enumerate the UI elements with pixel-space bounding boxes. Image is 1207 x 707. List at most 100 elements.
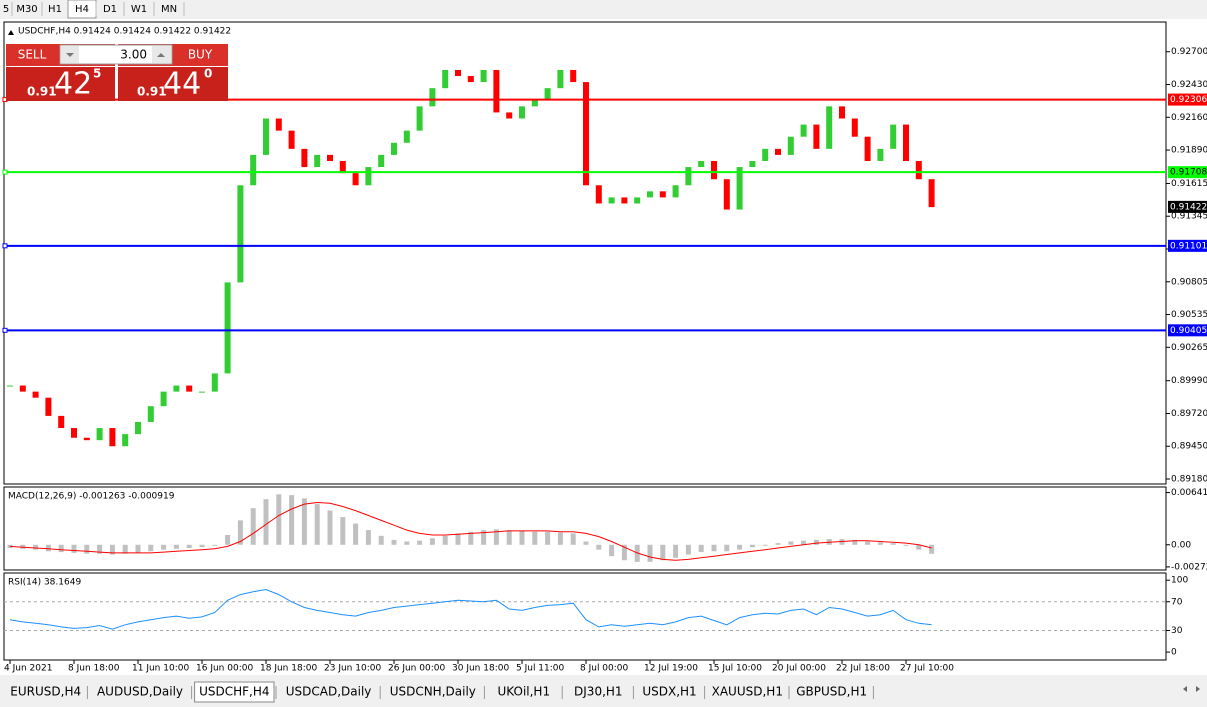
tab-label[interactable]: USDCNH,Daily xyxy=(390,685,476,699)
candle xyxy=(685,167,692,186)
timeframe[interactable]: 5 xyxy=(3,4,9,15)
tab[interactable] xyxy=(383,684,483,701)
candle xyxy=(442,69,449,89)
timeframe[interactable]: H1 xyxy=(48,4,62,15)
candle xyxy=(736,167,743,210)
tab[interactable] xyxy=(90,684,190,701)
tab-active[interactable] xyxy=(194,681,275,703)
macd-bar xyxy=(276,494,282,545)
candle xyxy=(467,76,474,83)
macd-bar xyxy=(852,539,858,545)
y-tick-label: 0.006413 xyxy=(1171,488,1207,498)
timeframe[interactable]: H4 xyxy=(75,4,89,15)
y-tick-label: 0.89990 xyxy=(1171,376,1207,386)
macd-bar xyxy=(378,535,384,545)
tab[interactable] xyxy=(6,684,86,701)
candle xyxy=(71,428,77,438)
tab-label[interactable]: XAUUSD,H1 xyxy=(712,685,783,699)
y-tick-label: 0.92430 xyxy=(1171,80,1207,90)
tab[interactable] xyxy=(487,684,561,701)
x-tick-label: 15 Jul 10:00 xyxy=(708,664,762,674)
tab[interactable] xyxy=(279,684,379,701)
volume-box[interactable] xyxy=(59,44,173,65)
tab[interactable] xyxy=(565,684,632,701)
macd-bar xyxy=(327,510,333,545)
candle xyxy=(58,415,65,429)
timeframe[interactable]: MN xyxy=(161,4,177,15)
candle xyxy=(659,191,666,198)
rsi-line xyxy=(9,588,932,630)
tab-label[interactable]: DJ30,H1 xyxy=(574,685,623,699)
tab-label[interactable]: UKOil,H1 xyxy=(498,685,551,699)
up-arrow xyxy=(157,53,165,57)
candle xyxy=(122,434,129,447)
y-tick-label: 30 xyxy=(1171,626,1183,636)
tab[interactable] xyxy=(707,684,787,701)
macd-bar xyxy=(737,544,743,550)
x-tick-label: 8 Jul 00:00 xyxy=(580,664,629,674)
macd-bar xyxy=(481,530,487,545)
level-label: 0.90405 xyxy=(1170,326,1207,336)
tab-label[interactable]: USDCAD,Daily xyxy=(286,685,372,699)
candle xyxy=(749,160,756,168)
x-tick-label: 20 Jul 00:00 xyxy=(772,664,826,674)
candle xyxy=(288,130,295,149)
tab-label[interactable]: AUDUSD,Daily xyxy=(97,685,183,699)
sell-label: SELL xyxy=(18,48,47,62)
macd-bar xyxy=(173,544,179,549)
macd-bar xyxy=(314,504,320,545)
candle xyxy=(647,191,653,198)
buy-label: BUY xyxy=(188,48,213,62)
candle xyxy=(19,385,26,392)
tab-label[interactable]: USDX,H1 xyxy=(642,685,696,699)
x-tick-label: 8 Jun 18:00 xyxy=(68,664,120,674)
macd-bar xyxy=(583,541,589,545)
candle xyxy=(723,179,730,210)
y-tick-label: 0.89720 xyxy=(1171,409,1207,419)
timeframe[interactable]: W1 xyxy=(131,4,147,15)
macd-bar xyxy=(301,498,307,545)
tab-label[interactable]: EURUSD,H4 xyxy=(10,685,81,699)
ask-box[interactable] xyxy=(118,67,228,101)
macd-bar xyxy=(545,531,551,545)
ask-big: 44 xyxy=(163,67,201,102)
macd-bar xyxy=(417,540,423,545)
candle xyxy=(275,118,282,131)
tab[interactable] xyxy=(636,684,703,701)
candle xyxy=(160,391,167,407)
tab-label[interactable]: USDCHF,H4 xyxy=(199,685,269,699)
tab-label[interactable]: GBPUSD,H1 xyxy=(796,685,867,699)
candle xyxy=(263,118,269,155)
macd-bar xyxy=(161,544,167,550)
macd-bar xyxy=(762,544,768,546)
macd-bar xyxy=(698,544,704,553)
timeframe[interactable]: D1 xyxy=(103,4,117,15)
macd-bar xyxy=(250,508,256,545)
candle xyxy=(672,185,679,198)
candle xyxy=(634,197,641,204)
candle xyxy=(199,391,205,393)
x-tick-label: 16 Jun 00:00 xyxy=(196,664,253,674)
timeframe[interactable]: M30 xyxy=(16,4,37,15)
panel-frame xyxy=(3,486,1167,571)
macd-bar xyxy=(609,544,615,557)
tab[interactable] xyxy=(792,684,872,701)
candle xyxy=(391,142,397,155)
macd-bar xyxy=(237,520,243,545)
candle xyxy=(403,130,410,143)
candle xyxy=(352,173,359,186)
y-tick-label: 70 xyxy=(1171,597,1183,607)
candle xyxy=(557,69,564,89)
panel-title: RSI(14) 38.1649 xyxy=(8,578,81,588)
candle xyxy=(903,124,909,161)
level-handle xyxy=(2,327,8,333)
y-tick-label: 0.90535 xyxy=(1171,310,1207,320)
candle xyxy=(455,69,461,77)
candle xyxy=(711,160,717,180)
candle xyxy=(570,69,577,83)
x-tick-label: 12 Jul 19:00 xyxy=(644,664,698,674)
macd-bar xyxy=(570,533,576,545)
bid-box[interactable] xyxy=(6,67,115,101)
macd-bar xyxy=(365,530,371,545)
